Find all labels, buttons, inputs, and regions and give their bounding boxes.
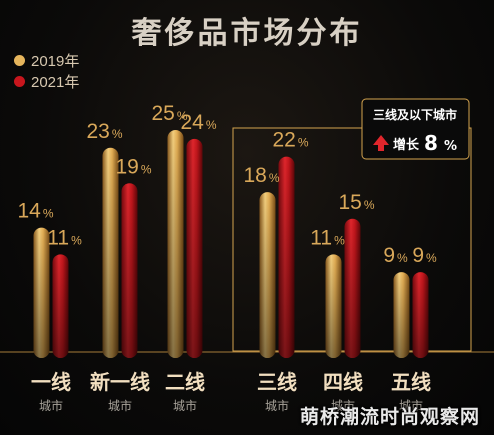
value-number-2019-6: 9 <box>383 244 395 267</box>
value-label-2019-6: 9% <box>383 244 408 267</box>
bars-layer <box>33 130 429 358</box>
legend-swatch-2021 <box>14 76 25 87</box>
category-label-1: 一线 <box>31 370 71 394</box>
arrow-up-icon <box>373 135 389 151</box>
bar-shade-2019-2 <box>102 147 119 358</box>
value-unit-2021-1: % <box>71 233 82 247</box>
value-label-2021-2: 19% <box>115 155 151 178</box>
value-label-2019-1: 14% <box>17 200 53 223</box>
category-sublabel-3: 城市 <box>173 398 197 413</box>
callout-label: 增长 <box>393 137 420 153</box>
legend-label-2019: 2019年 <box>31 53 80 70</box>
bar-shade-2021-6 <box>412 272 429 358</box>
value-number-2019-4: 18 <box>243 164 266 187</box>
bar-shade-2021-2 <box>121 183 138 358</box>
chart-legend: 2019年 2021年 <box>14 50 79 92</box>
category-label-5: 四线 <box>323 370 363 394</box>
value-label-2019-3: 25% <box>151 102 187 125</box>
legend-item-2021: 2021年 <box>14 71 79 92</box>
value-label-2019-5: 11% <box>310 226 345 249</box>
category-label-6: 五线 <box>391 370 431 394</box>
bar-shade-2021-5 <box>344 218 361 358</box>
callout-title: 三线及以下城市 <box>373 107 457 122</box>
legend-item-2019: 2019年 <box>14 50 79 71</box>
watermark: 萌桥潮流时尚观察网 <box>299 406 480 428</box>
value-unit-2019-1: % <box>43 207 54 221</box>
value-unit-2019-3: % <box>177 109 188 123</box>
value-number-2021-4: 22 <box>272 129 295 152</box>
category-sublabel-5: 城市 <box>331 398 355 413</box>
value-label-2021-4: 22% <box>272 129 308 152</box>
value-unit-2019-4: % <box>269 171 280 185</box>
value-label-2019-2: 23% <box>86 120 122 143</box>
value-number-2019-2: 23 <box>86 120 109 143</box>
value-unit-2019-2: % <box>112 127 123 141</box>
category-sublabel-6: 城市 <box>399 398 423 413</box>
category-label-2: 新一线 <box>90 370 150 394</box>
bar-shade-2019-5 <box>325 254 342 358</box>
value-unit-2019-6: % <box>397 251 408 265</box>
value-unit-2021-5: % <box>364 198 375 212</box>
value-number-2021-6: 9 <box>412 244 424 267</box>
value-label-2021-5: 15% <box>338 191 374 214</box>
growth-callout: 三线及以下城市 增长 8 % <box>361 98 470 160</box>
callout-unit: % <box>444 139 457 154</box>
category-sublabel-1: 城市 <box>39 398 63 413</box>
value-number-2019-5: 11 <box>310 226 332 249</box>
value-number-2019-3: 25 <box>151 102 174 125</box>
category-sublabel-4: 城市 <box>265 398 289 413</box>
value-unit-2021-2: % <box>141 162 152 176</box>
bar-shade-2019-6 <box>393 272 410 358</box>
value-unit-2019-5: % <box>334 233 345 247</box>
chart-title: 奢侈品市场分布 <box>131 16 363 51</box>
bar-shade-2019-4 <box>259 192 276 358</box>
value-unit-2021-6: % <box>426 251 437 265</box>
bar-shade-2019-3 <box>167 130 184 358</box>
category-label-4: 三线 <box>257 370 297 394</box>
legend-label-2021: 2021年 <box>31 74 80 91</box>
bar-shade-2021-3 <box>186 138 203 358</box>
category-sublabel-2: 城市 <box>108 398 132 413</box>
value-label-2019-4: 18% <box>243 164 279 187</box>
value-number-2021-2: 19 <box>115 155 138 178</box>
value-unit-2021-4: % <box>298 136 309 150</box>
callout-box <box>361 98 470 160</box>
value-labels-layer: 14 %11 %23 %19 %25 %24 %18 %22 %11 %15 %9% 9% <box>17 102 437 267</box>
value-unit-2021-3: % <box>206 118 217 132</box>
bar-shade-2019-1 <box>33 227 50 358</box>
value-number-2021-5: 15 <box>338 191 361 214</box>
bar-shade-2021-4 <box>278 156 295 358</box>
value-number-2021-3: 24 <box>180 111 204 134</box>
value-number-2019-1: 14 <box>17 200 41 223</box>
legend-swatch-2019 <box>14 55 25 66</box>
category-label-3: 二线 <box>165 370 205 394</box>
value-label-2021-1: 11% <box>47 226 82 249</box>
bar-shade-2021-1 <box>52 254 69 358</box>
value-label-2021-3: 24% <box>180 111 216 134</box>
value-label-2021-6: 9% <box>412 244 437 267</box>
callout-value: 8 <box>424 131 438 155</box>
value-number-2021-1: 11 <box>47 226 69 249</box>
